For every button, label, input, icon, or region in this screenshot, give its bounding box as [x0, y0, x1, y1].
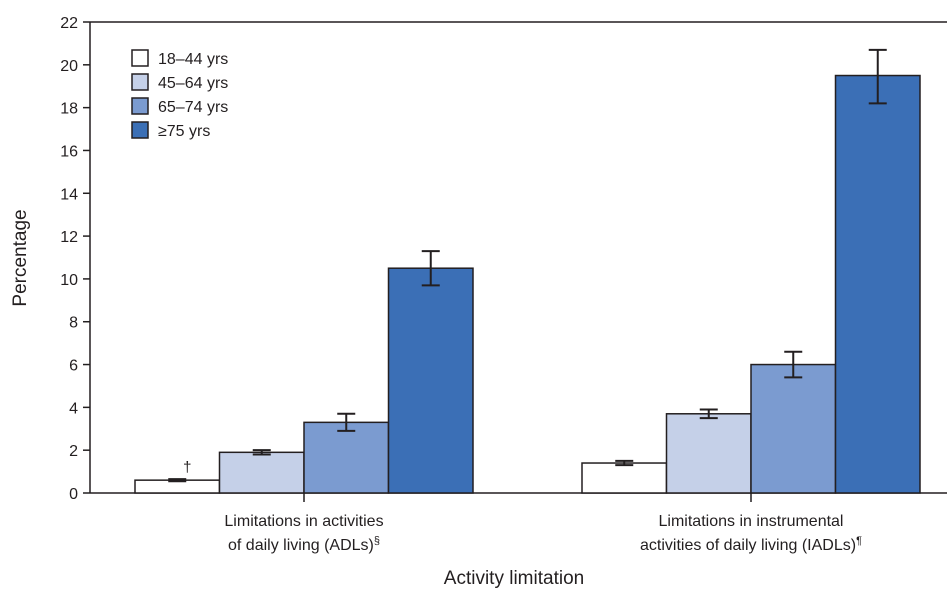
y-tick-label: 10 — [60, 272, 78, 289]
y-tick-label: 22 — [60, 15, 78, 32]
bar — [218, 451, 305, 494]
y-tick-label: 0 — [69, 486, 78, 503]
footnote-mark: § — [374, 535, 380, 547]
y-axis-title: Percentage — [10, 209, 31, 306]
y-tick-label: 12 — [60, 229, 78, 246]
legend-label: 65–74 yrs — [158, 99, 228, 116]
footnote-mark: † — [183, 459, 191, 476]
category-labels: Limitations in activities of daily living… — [224, 513, 862, 554]
y-tick-label: 16 — [60, 143, 78, 160]
legend-swatch — [131, 121, 149, 139]
legend-swatch — [131, 97, 149, 115]
y-tick-label: 6 — [69, 358, 78, 375]
footnote-mark: ¶ — [856, 535, 862, 547]
bars — [134, 74, 921, 494]
legend-label: ≥75 yrs — [158, 123, 210, 140]
bar — [834, 74, 921, 494]
error-bars: † — [168, 48, 887, 483]
y-tick-label: 20 — [60, 58, 78, 75]
y-tick-label: 8 — [69, 315, 78, 332]
y-tick-label: 14 — [60, 186, 78, 203]
category-label: Limitations in instrumental — [659, 513, 844, 530]
category-label: activities of daily living (IADLs)¶ — [640, 535, 862, 554]
legend-label: 18–44 yrs — [158, 51, 228, 68]
y-tick-label: 4 — [69, 400, 78, 417]
bar — [665, 413, 752, 494]
category-label: Limitations in activities — [224, 513, 383, 530]
bar — [581, 462, 668, 494]
legend-swatch — [131, 73, 149, 91]
bar — [387, 267, 474, 494]
category-label: of daily living (ADLs)§ — [228, 535, 380, 554]
bar — [750, 363, 837, 494]
y-tick-label: 18 — [60, 101, 78, 118]
legend: 18–44 yrs 45–64 yrs 65–74 yrs ≥75 yrs — [131, 49, 228, 140]
legend-label: 45–64 yrs — [158, 75, 228, 92]
y-tick-label: 2 — [69, 443, 78, 460]
x-axis-title: Activity limitation — [444, 568, 584, 589]
bar — [303, 421, 390, 494]
legend-swatch — [131, 49, 149, 67]
